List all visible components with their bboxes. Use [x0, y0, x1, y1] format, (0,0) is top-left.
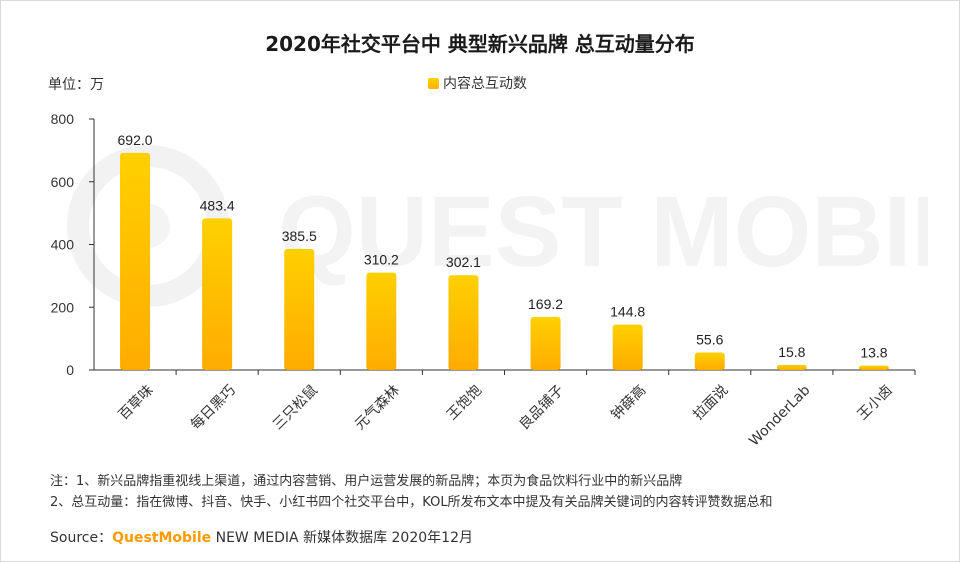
category-label: 拉面说 [690, 382, 731, 423]
category-label: 良品铺子 [516, 382, 567, 433]
y-tick-label: 200 [51, 299, 75, 315]
bar-value-label: 144.8 [610, 304, 645, 320]
bar [694, 352, 725, 370]
y-tick-label: 0 [66, 362, 74, 378]
footnote-2: 2、总互动量：指在微博、抖音、快手、小红书四个社交平台中，KOL所发布文本中提及… [50, 495, 773, 510]
footnote-1: 注：1、新兴品牌指重视线上渠道，通过内容营销、用户运营发展的新品牌；本页为食品饮… [50, 474, 683, 489]
bar-value-label: 310.2 [364, 252, 399, 268]
bar-value-label: 385.5 [282, 228, 317, 244]
source-brand: QuestMobile [112, 530, 212, 546]
category-label: 王小卤 [855, 382, 896, 423]
bar-value-label: 483.4 [200, 197, 235, 213]
chart-title: 2020年社交平台中 典型新兴品牌 总互动量分布 [265, 32, 695, 56]
bar-value-label: 169.2 [528, 296, 563, 312]
chart-axes: 0 200 400 600 800 [51, 111, 916, 378]
bar-value-label: 692.0 [118, 132, 153, 148]
category-label: 百草味 [116, 382, 157, 423]
y-tick-label: 400 [51, 237, 75, 253]
bar [612, 324, 643, 370]
bar-value-label: 302.1 [446, 254, 481, 270]
bar [284, 249, 315, 370]
y-tick-label: 800 [51, 111, 75, 127]
legend-label: 内容总互动数 [443, 76, 527, 92]
category-label: WonderLab [746, 382, 813, 449]
bar-value-label: 15.8 [778, 344, 805, 360]
legend-swatch [428, 77, 439, 89]
chart-bars: 692.0 百草味 483.4 每日黑巧 385.5 三只松鼠 310.2 元气森林 302.1… [116, 132, 896, 450]
category-label: 元气森林 [352, 382, 403, 433]
bar [202, 218, 233, 370]
source-line: Source：QuestMobile NEW MEDIA 新媒体数据库 2020… [50, 527, 473, 547]
bar-value-label: 13.8 [860, 345, 887, 361]
bar [858, 365, 889, 370]
bar [366, 272, 397, 370]
category-label: 三只松鼠 [270, 382, 321, 433]
bar-value-label: 55.6 [696, 332, 723, 348]
category-label: 每日黑巧 [188, 382, 239, 433]
bar [448, 275, 479, 370]
legend: 内容总互动数 [428, 73, 527, 93]
bar [530, 316, 561, 370]
category-label: 王饱饱 [444, 382, 485, 423]
source-suffix: NEW MEDIA 新媒体数据库 2020年12月 [211, 530, 473, 546]
y-tick-label: 600 [51, 174, 75, 190]
unit-label: 单位：万 [48, 77, 104, 93]
bar [776, 365, 807, 370]
bar [120, 152, 151, 370]
source-prefix: Source： [50, 530, 113, 546]
category-label: 钟薛高 [608, 382, 650, 424]
